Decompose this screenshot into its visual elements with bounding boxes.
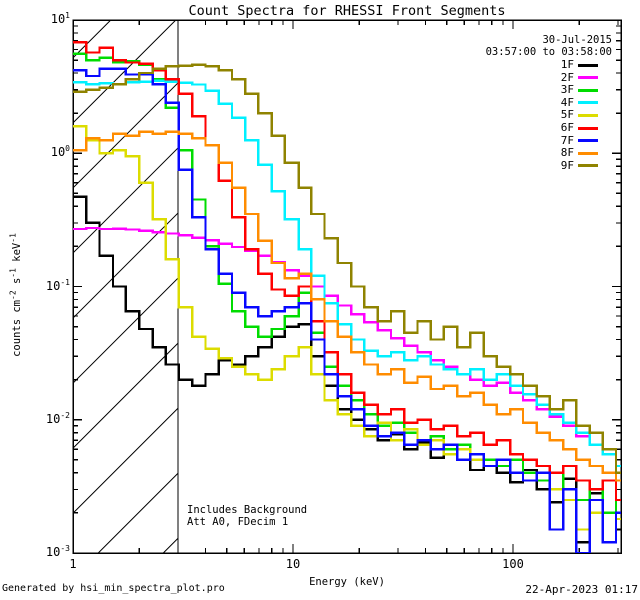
series-9f [73,63,621,474]
x-tick-label-1: 1 [69,557,77,571]
legend-label-4f: 4F [560,95,574,109]
spectra-series [73,41,621,553]
legend-swatch-6f [578,126,598,130]
plot-title: Count Spectra for RHESSI Front Segments [188,3,506,19]
x-axis-title: Energy (keV) [309,576,385,588]
footer-render-timestamp: 22-Apr-2023 01:17 [525,583,638,596]
legend-label-7f: 7F [560,133,574,147]
observation-date: 30-Jul-2015 [542,34,612,46]
annotation-attenuator-state: Att A0, FDecim 1 [187,516,289,528]
y-axis-title: counts cm-2 s-1 keV-1 [8,233,24,357]
series-8f [73,130,621,482]
annotation-includes-background: Includes Background [187,504,308,516]
legend-swatch-5f [578,113,598,117]
axis-ticks [72,19,621,554]
y-tick-label-1e-2: 10-2 [45,410,70,426]
y-tick-label-1e1: 101 [50,11,70,27]
legend-label-3f: 3F [560,83,574,97]
legend-label-5f: 5F [560,108,574,122]
y-tick-label-1e-3: 10-3 [45,544,70,560]
x-tick-label-10: 10 [285,557,301,571]
legend-swatch-1f [578,63,598,67]
y-tick-label-1e-1: 10-1 [45,277,70,293]
footer-generated-by: Generated by hsi_min_spectra_plot.pro [2,583,225,594]
legend-swatch-7f [578,139,598,143]
legend-label-1f: 1F [560,58,574,71]
legend-label-6f: 6F [560,121,574,134]
series-6f [73,41,621,502]
legend-label-9f: 9F [560,158,574,172]
x-tick-label-100: 100 [502,557,524,571]
legend-swatch-4f [578,101,598,105]
legend-swatch-3f [578,88,598,92]
legend-label-2f: 2F [560,70,574,84]
legend-swatch-9f [578,164,598,168]
observation-time-range: 03:57:00 to 03:58:00 [485,46,612,58]
y-tick-label-1e0: 100 [50,144,70,160]
legend-label-8f: 8F [560,146,574,160]
legend-swatch-8f [578,151,598,155]
legend-swatch-2f [578,76,598,80]
series-7f [73,67,621,553]
